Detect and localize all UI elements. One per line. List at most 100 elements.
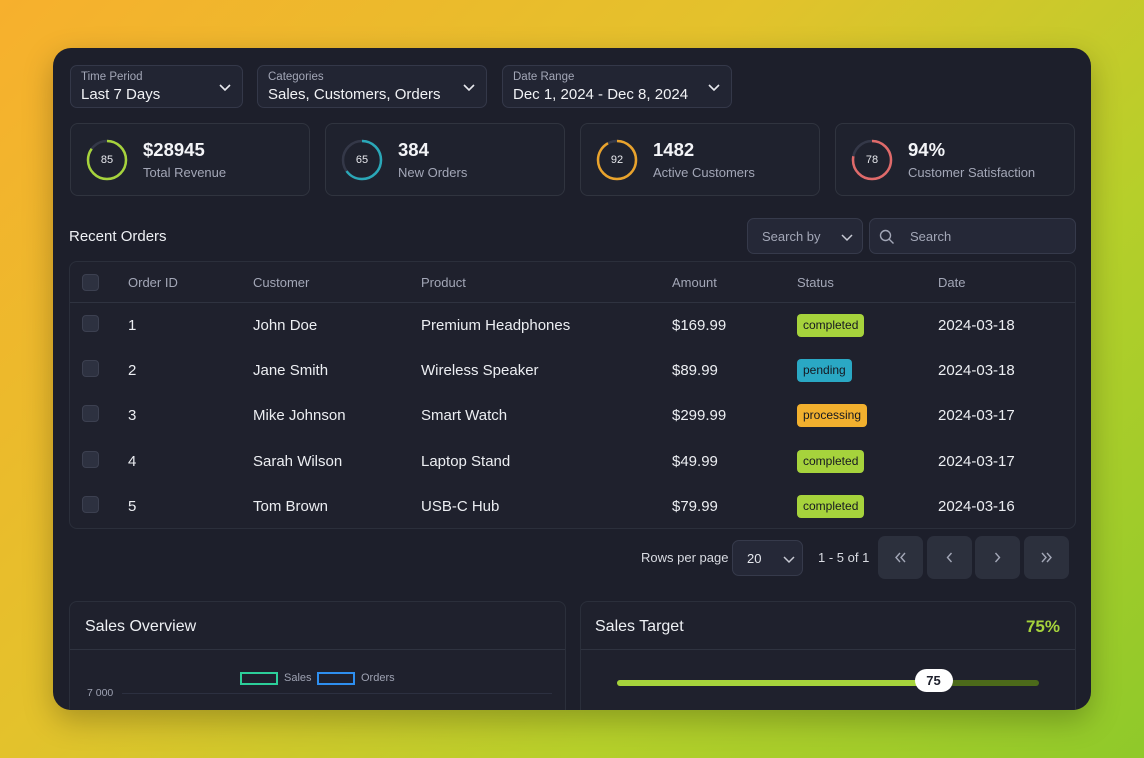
cell-id: 4 bbox=[128, 452, 137, 470]
table-row[interactable]: 3 Mike Johnson Smart Watch $299.99 processin… bbox=[70, 394, 1075, 439]
cell-product: Laptop Stand bbox=[421, 452, 511, 470]
table-row[interactable]: 4 Sarah Wilson Laptop Stand $49.99 completed… bbox=[70, 440, 1075, 485]
rows-per-page-label: Rows per page bbox=[641, 550, 729, 565]
cell-product: USB-C Hub bbox=[421, 497, 500, 515]
column-header[interactable]: Status bbox=[797, 275, 834, 290]
legend-label-orders: Orders bbox=[361, 672, 395, 684]
target-slider-thumb[interactable]: 75 bbox=[914, 669, 953, 692]
time-period-label: Time Period bbox=[81, 71, 143, 83]
status-badge: pending bbox=[797, 359, 852, 383]
chevron-down-icon bbox=[219, 84, 231, 92]
date-range-select[interactable]: Date Range Dec 1, 2024 - Dec 8, 2024 bbox=[502, 65, 732, 108]
column-header[interactable]: Date bbox=[938, 275, 966, 290]
next-page-button[interactable] bbox=[975, 536, 1020, 579]
cell-customer: Sarah Wilson bbox=[253, 452, 343, 470]
cell-id: 1 bbox=[128, 317, 137, 334]
status-badge: completed bbox=[797, 449, 865, 473]
stat-card-new-orders: 65 384 New Orders bbox=[325, 123, 565, 196]
dashboard-window: Time Period Last 7 Days Categories Sales… bbox=[53, 48, 1091, 710]
date-range-value: Dec 1, 2024 - Dec 8, 2024 bbox=[513, 86, 689, 103]
progress-ring-value: 92 bbox=[610, 154, 624, 166]
column-header[interactable]: Customer bbox=[253, 275, 310, 290]
progress-ring bbox=[341, 139, 383, 181]
chevron-down-icon bbox=[463, 84, 475, 92]
stat-value: 384 bbox=[398, 139, 429, 160]
cell-amount: $89.99 bbox=[672, 362, 718, 380]
ring-progress bbox=[596, 139, 638, 181]
previous-page-button[interactable] bbox=[927, 536, 972, 579]
row-checkbox[interactable] bbox=[82, 450, 99, 468]
ring-progress bbox=[851, 139, 893, 181]
cell-date: 2024-03-17 bbox=[938, 407, 1015, 425]
orders-table: Order ID Customer Product Amount Status … bbox=[69, 261, 1076, 529]
row-checkbox[interactable] bbox=[82, 360, 99, 378]
cell-date: 2024-03-18 bbox=[938, 317, 1015, 334]
target-slider-track[interactable]: 75 bbox=[617, 669, 1039, 692]
cell-product: Smart Watch bbox=[421, 407, 508, 425]
row-checkbox[interactable] bbox=[82, 315, 99, 332]
search-placeholder: Search bbox=[910, 229, 952, 244]
status-badge: completed bbox=[797, 494, 865, 518]
recent-orders-title: Recent Orders bbox=[69, 228, 167, 245]
cell-product: Wireless Speaker bbox=[421, 362, 539, 380]
cell-amount: $169.99 bbox=[672, 317, 727, 334]
ring-progress bbox=[341, 139, 383, 181]
search-input[interactable]: Search bbox=[869, 218, 1076, 254]
status-badge: processing bbox=[797, 404, 868, 428]
search-by-select[interactable]: Search by bbox=[747, 218, 863, 254]
row-checkbox[interactable] bbox=[82, 495, 99, 513]
chevron-right-icon bbox=[994, 552, 1001, 563]
ring-progress bbox=[86, 139, 128, 181]
column-header[interactable]: Product bbox=[421, 275, 466, 290]
stat-card-total-revenue: 85 $28945 Total Revenue bbox=[70, 123, 310, 196]
cell-date: 2024-03-16 bbox=[938, 497, 1015, 515]
column-header[interactable]: Order ID bbox=[128, 275, 178, 290]
sales-overview-card: Sales Overview Sales Orders 7 000 bbox=[69, 601, 566, 710]
chevron-down-icon bbox=[708, 84, 720, 92]
status-badge: completed bbox=[797, 314, 865, 337]
table-row[interactable]: 2 Jane Smith Wireless Speaker $89.99 pending… bbox=[70, 349, 1075, 394]
column-header[interactable]: Amount bbox=[672, 275, 717, 290]
cell-date: 2024-03-17 bbox=[938, 452, 1015, 470]
legend-swatch-orders bbox=[317, 672, 355, 685]
progress-ring-value: 85 bbox=[100, 154, 114, 166]
cell-date: 2024-03-18 bbox=[938, 362, 1015, 380]
search-icon bbox=[879, 229, 894, 244]
sales-target-card: Sales Target 75% 75 bbox=[580, 601, 1076, 710]
table-row[interactable]: 1 John Doe Premium Headphones $169.99 comple… bbox=[70, 304, 1075, 349]
progress-ring bbox=[851, 139, 893, 181]
select-all-checkbox[interactable] bbox=[82, 274, 99, 291]
chevron-down-icon bbox=[783, 556, 795, 564]
cell-amount: $299.99 bbox=[672, 407, 727, 425]
categories-value: Sales, Customers, Orders bbox=[268, 86, 441, 103]
grid-line bbox=[122, 693, 552, 694]
categories-label: Categories bbox=[268, 71, 324, 83]
first-page-button[interactable] bbox=[878, 536, 923, 579]
legend-label-sales: Sales bbox=[284, 672, 312, 684]
stat-card-active-customers: 92 1482 Active Customers bbox=[580, 123, 820, 196]
target-slider-fill bbox=[617, 680, 934, 686]
row-checkbox[interactable] bbox=[82, 405, 99, 423]
stat-value: 94% bbox=[908, 139, 946, 160]
chevron-left-icon bbox=[946, 552, 953, 563]
time-period-select[interactable]: Time Period Last 7 Days bbox=[70, 65, 243, 108]
sales-target-percent: 75% bbox=[1025, 617, 1060, 636]
table-row[interactable]: 5 Tom Brown USB-C Hub $79.99 completed 2024-0… bbox=[70, 485, 1075, 530]
cell-id: 2 bbox=[128, 362, 137, 380]
progress-ring bbox=[596, 139, 638, 181]
stat-label: Total Revenue bbox=[143, 165, 227, 180]
chevron-down-icon bbox=[841, 234, 853, 242]
cell-amount: $79.99 bbox=[672, 497, 718, 515]
categories-select[interactable]: Categories Sales, Customers, Orders bbox=[257, 65, 487, 108]
progress-ring bbox=[86, 139, 128, 181]
progress-ring-value: 78 bbox=[865, 154, 879, 166]
rows-per-page-select[interactable]: 20 bbox=[732, 540, 803, 576]
stat-label: Active Customers bbox=[653, 165, 755, 180]
stat-label: Customer Satisfaction bbox=[908, 165, 1036, 180]
date-range-label: Date Range bbox=[513, 71, 575, 83]
last-page-button[interactable] bbox=[1024, 536, 1069, 579]
double-chevron-right-icon bbox=[1041, 552, 1052, 563]
cell-id: 3 bbox=[128, 407, 137, 425]
cell-customer: Mike Johnson bbox=[253, 407, 346, 425]
double-chevron-left-icon bbox=[895, 552, 906, 563]
